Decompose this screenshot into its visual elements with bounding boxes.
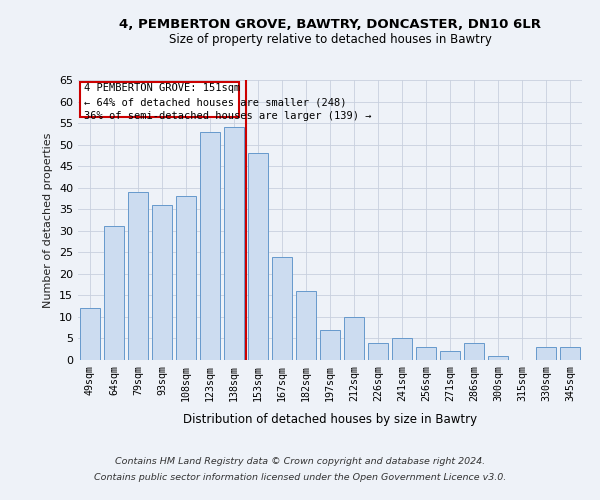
Text: 4 PEMBERTON GROVE: 151sqm
← 64% of detached houses are smaller (248)
36% of semi: 4 PEMBERTON GROVE: 151sqm ← 64% of detac… <box>84 84 371 122</box>
Bar <box>176 196 196 360</box>
Bar <box>344 317 364 360</box>
Text: Distribution of detached houses by size in Bawtry: Distribution of detached houses by size … <box>183 412 477 426</box>
Bar <box>224 128 244 360</box>
Bar <box>560 347 580 360</box>
Bar <box>80 308 100 360</box>
Bar <box>392 338 412 360</box>
Bar <box>152 205 172 360</box>
Bar <box>320 330 340 360</box>
Bar <box>272 256 292 360</box>
Bar <box>200 132 220 360</box>
Y-axis label: Number of detached properties: Number of detached properties <box>43 132 53 308</box>
Text: Contains public sector information licensed under the Open Government Licence v3: Contains public sector information licen… <box>94 472 506 482</box>
Text: Contains HM Land Registry data © Crown copyright and database right 2024.: Contains HM Land Registry data © Crown c… <box>115 458 485 466</box>
Bar <box>416 347 436 360</box>
Bar <box>440 352 460 360</box>
Bar <box>104 226 124 360</box>
Bar <box>488 356 508 360</box>
Bar <box>536 347 556 360</box>
Text: Size of property relative to detached houses in Bawtry: Size of property relative to detached ho… <box>169 32 491 46</box>
Bar <box>128 192 148 360</box>
Text: 4, PEMBERTON GROVE, BAWTRY, DONCASTER, DN10 6LR: 4, PEMBERTON GROVE, BAWTRY, DONCASTER, D… <box>119 18 541 30</box>
Bar <box>296 291 316 360</box>
Bar <box>248 153 268 360</box>
FancyBboxPatch shape <box>80 82 239 116</box>
Bar <box>368 343 388 360</box>
Bar <box>464 343 484 360</box>
